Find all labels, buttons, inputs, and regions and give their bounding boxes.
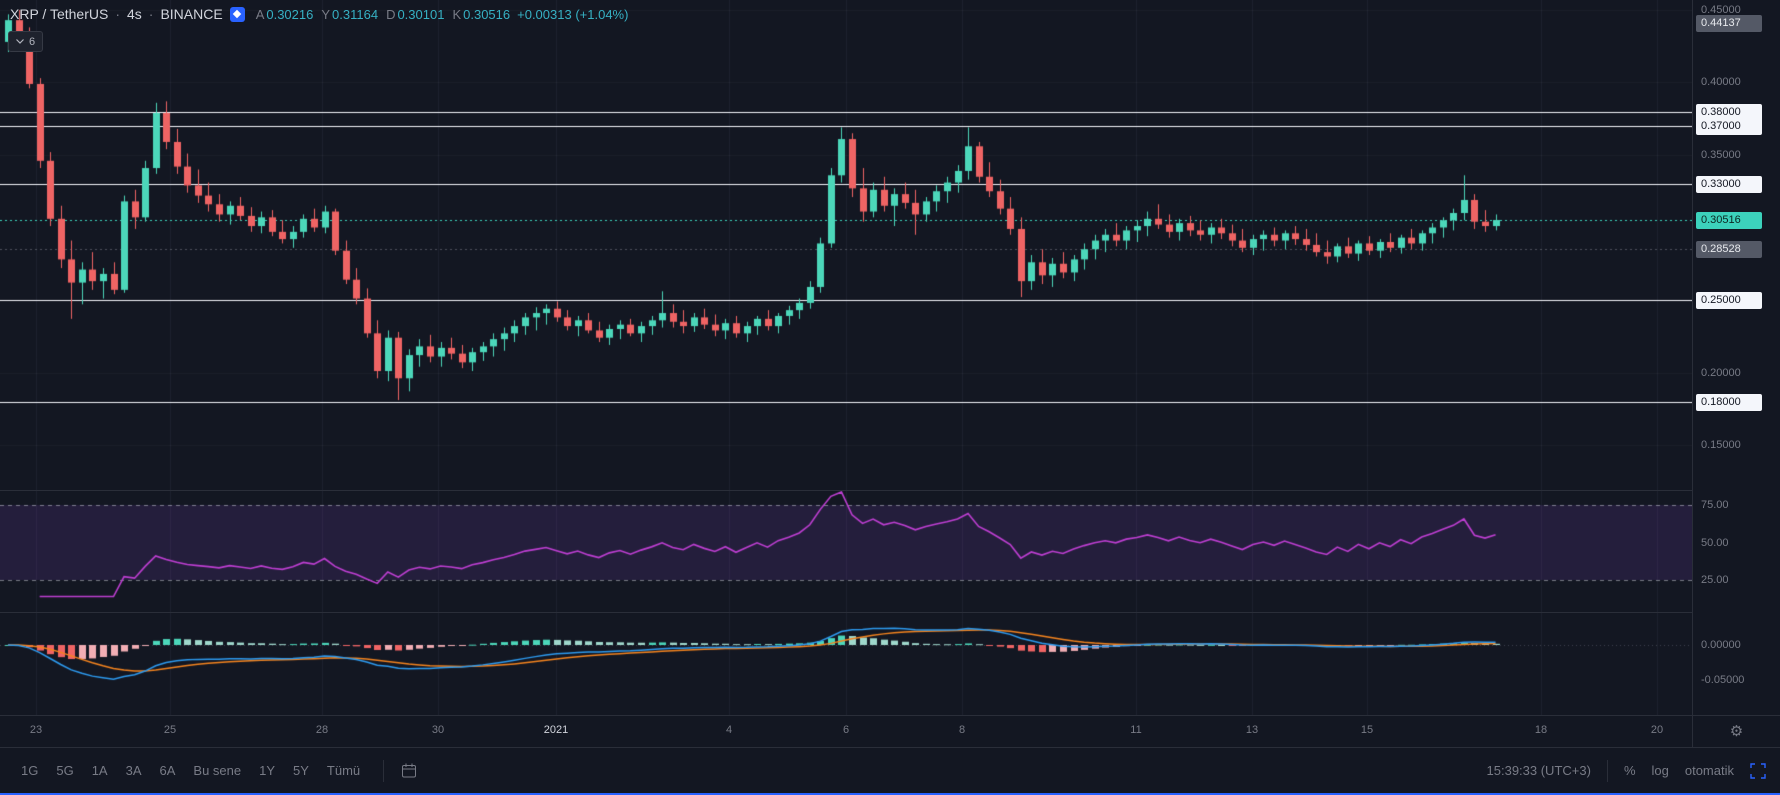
pane-divider[interactable] [0, 490, 1780, 491]
range-button-tümü[interactable]: Tümü [326, 763, 361, 778]
exchange-label[interactable]: BINANCE [160, 6, 223, 22]
exchange-logo-icon [229, 6, 245, 22]
time-tick: 6 [842, 724, 850, 736]
price-tick: 0.15000 [1701, 439, 1741, 451]
indicators-collapse-pill[interactable]: 6 [8, 31, 44, 52]
clock[interactable]: 15:39:33 (UTC+3) [1486, 763, 1591, 778]
price-change: +0.00313 (+1.04%) [517, 6, 629, 22]
ohlc-value: 0.30516 [463, 6, 511, 22]
go-to-date-icon[interactable] [400, 762, 418, 780]
chevron-down-icon [16, 39, 24, 44]
price-axis[interactable]: 0.45000 0.40000 0.35000 0.20000 0.15000 0.380… [1692, 0, 1780, 715]
symbol-legend: XRP / TetherUS · 4s · BINANCE A 0.30216 Y 0… [10, 6, 628, 22]
legend-separator: · [148, 6, 154, 22]
price-axis-settings[interactable]: ⚙ [1692, 715, 1780, 747]
price-level-badge: 0.44137 [1696, 15, 1762, 32]
accent-bar [0, 793, 1780, 795]
price-line-label: 0.18000 [1696, 394, 1762, 411]
range-button-6a[interactable]: 6A [159, 763, 176, 778]
time-tick: 30 [431, 724, 445, 736]
price-line-label: 0.38000 [1696, 104, 1762, 121]
range-selector: 1G 5G 1A 3A 6A Bu sene 1Y 5Y Tümü [14, 759, 367, 782]
pane-divider[interactable] [0, 612, 1780, 613]
ohlc-value: 0.31164 [332, 6, 379, 22]
price-tick: 0.20000 [1701, 367, 1741, 379]
price-tick: 0.45000 [1701, 4, 1741, 16]
price-tick: 0.35000 [1701, 149, 1741, 161]
time-tick: 23 [29, 724, 43, 736]
ohlc-label: K [452, 6, 462, 22]
rsi-tick: 75.00 [1701, 499, 1729, 511]
macd-tick: -0.05000 [1701, 674, 1745, 686]
log-scale-button[interactable]: log [1651, 763, 1669, 778]
indicator-count: 6 [29, 35, 36, 48]
time-tick: 20 [1650, 724, 1664, 736]
time-tick: 11 [1130, 724, 1142, 736]
interval-label[interactable]: 4s [126, 6, 142, 22]
price-line-label: 0.37000 [1696, 118, 1762, 135]
range-button-1a[interactable]: 1A [91, 763, 108, 778]
time-tick: 25 [163, 724, 177, 736]
auto-scale-button[interactable]: otomatik [1684, 763, 1734, 778]
rsi-tick: 25.00 [1701, 574, 1729, 586]
time-tick: 28 [315, 724, 329, 736]
time-tick: 2021 [543, 724, 569, 736]
price-tick: 0.40000 [1701, 76, 1741, 88]
bottom-toolbar: 1G 5G 1A 3A 6A Bu sene 1Y 5Y Tümü 15:39:33 (UTC+… [0, 747, 1780, 793]
macd-tick: 0.00000 [1701, 639, 1741, 651]
chart-canvas[interactable] [0, 0, 1692, 715]
range-button-5g[interactable]: 5G [56, 763, 74, 778]
toolbar-divider [383, 759, 385, 782]
time-tick: 4 [725, 724, 733, 736]
symbol-name[interactable]: XRP / TetherUS [10, 6, 109, 22]
rsi-tick: 50.00 [1701, 537, 1729, 549]
time-tick: 13 [1245, 724, 1259, 736]
range-button-1y[interactable]: 1Y [259, 763, 276, 778]
time-axis[interactable]: 23 25 28 30 2021 4 6 8 11 13 15 18 20 [0, 715, 1692, 747]
ohlc-label: Y [321, 6, 331, 22]
time-tick: 18 [1534, 724, 1548, 736]
maximize-icon[interactable] [1750, 762, 1766, 779]
range-button-1g[interactable]: 1G [21, 763, 39, 778]
range-button-3a[interactable]: 3A [125, 763, 142, 778]
price-line-label: 0.33000 [1696, 176, 1762, 193]
ohlc-label: D [386, 6, 396, 22]
range-button-bu-sene[interactable]: Bu sene [193, 763, 242, 778]
last-price-badge: 0.30516 [1696, 212, 1762, 229]
legend-separator: · [115, 6, 120, 22]
time-tick: 15 [1360, 724, 1374, 736]
range-button-5y[interactable]: 5Y [293, 763, 309, 778]
price-line-label: 0.25000 [1696, 292, 1762, 309]
ohlc-values: A 0.30216 Y 0.31164 D 0.30101 K 0.30516 [256, 7, 510, 22]
time-tick: 8 [958, 724, 966, 736]
ohlc-value: 0.30216 [266, 6, 314, 22]
percent-scale-button[interactable]: % [1623, 763, 1636, 778]
price-level-badge: 0.28528 [1696, 241, 1762, 258]
ohlc-value: 0.30101 [397, 6, 445, 22]
toolbar-divider [1606, 759, 1608, 782]
gear-icon[interactable]: ⚙ [1729, 723, 1744, 740]
ohlc-label: A [255, 6, 265, 22]
